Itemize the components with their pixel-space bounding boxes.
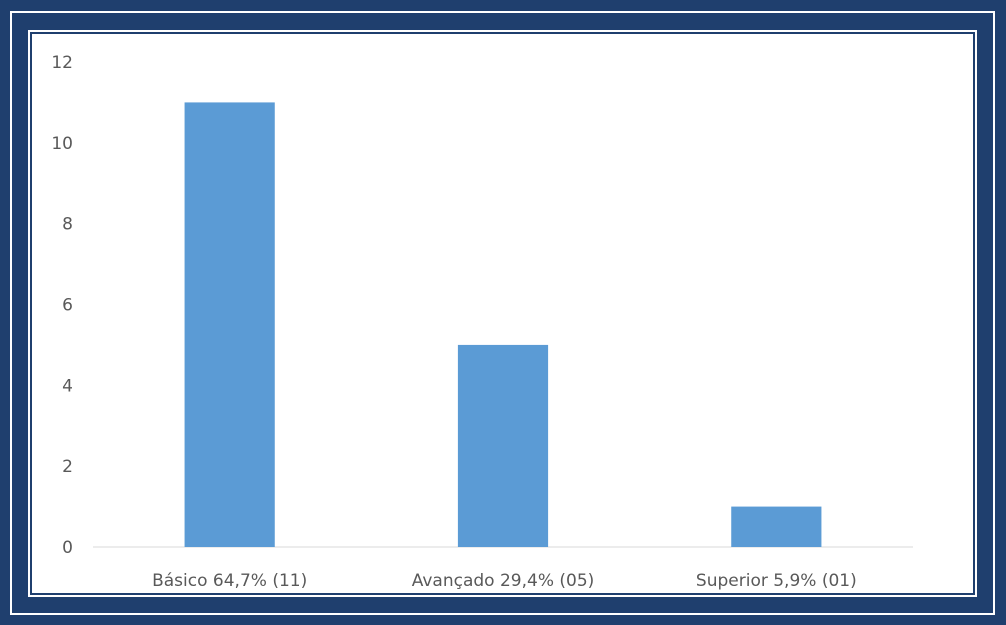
category-label: Básico 64,7% (11) [152,571,307,591]
y-tick-label: 8 [62,215,73,235]
y-tick-label: 6 [62,296,73,316]
y-tick-label: 0 [62,538,73,558]
x-axis-category-labels: Básico 64,7% (11) Avançado 29,4% (05) Supe… [152,571,857,591]
y-tick-label: 2 [62,457,73,477]
category-label: Avançado 29,4% (05) [412,571,595,591]
y-tick-label: 12 [51,53,73,73]
y-tick-label: 4 [62,376,73,396]
bar [184,102,275,548]
bars [184,102,822,548]
category-label: Superior 5,9% (01) [696,571,857,591]
bar [457,344,549,547]
y-axis-tick-labels: 0 2 4 6 8 10 12 [51,53,73,558]
frame-outer-border [10,11,995,615]
frame-inner-border [28,30,977,597]
bar [731,506,822,547]
y-tick-label: 10 [51,134,73,154]
